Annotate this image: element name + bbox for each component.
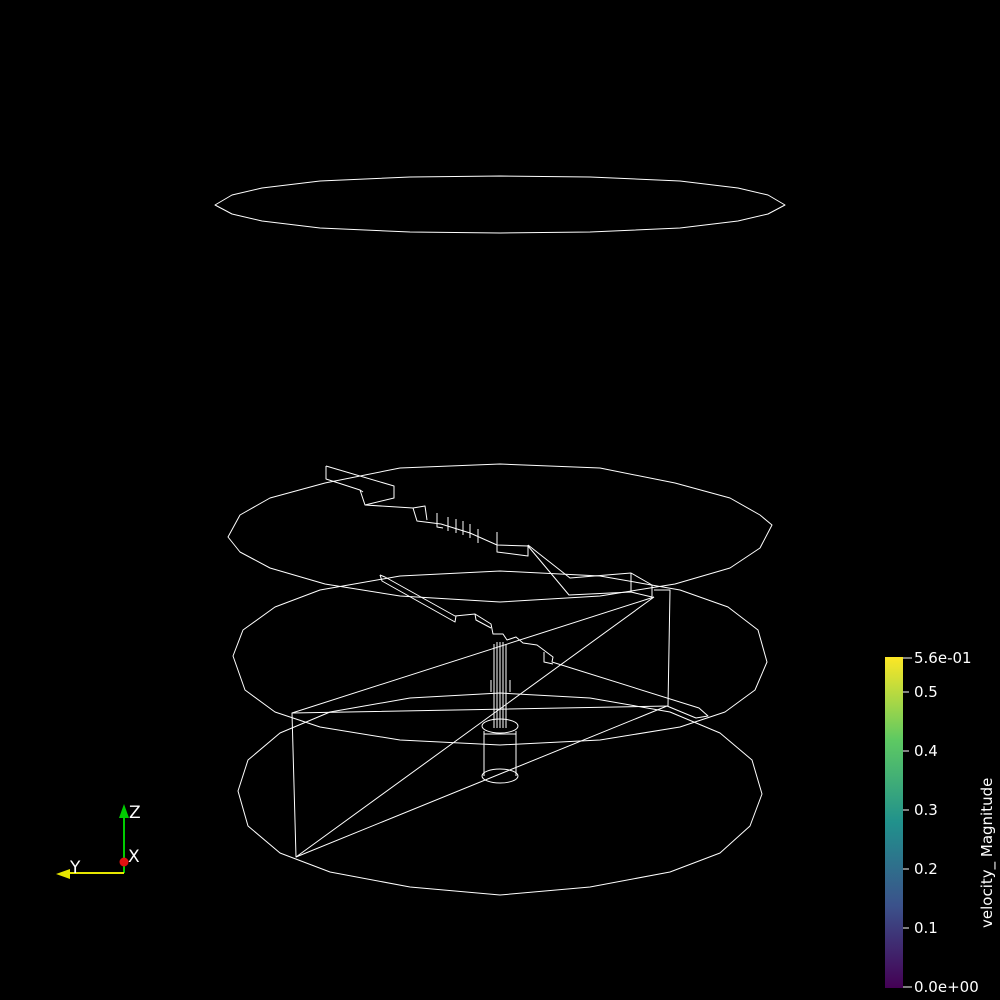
upper-slotted-disk <box>227 463 773 603</box>
top-disk-outline <box>214 175 786 234</box>
colorbar-min-label: 0.0e+00 <box>914 978 979 996</box>
colorbar-tick-label: 0.1 <box>914 919 938 937</box>
colorbar-tick-label: 0.5 <box>914 683 938 701</box>
color-legend[interactable]: 5.6e-01 0.5 0.4 0.3 0.2 0.1 0.0e+00 velo… <box>885 649 997 996</box>
colorbar-title: velocity_ Magnitude <box>978 778 997 928</box>
colorbar-tick-label: 0.4 <box>914 742 938 760</box>
colorbar-ticks <box>903 657 912 988</box>
z-axis-label: Z <box>129 803 141 823</box>
x-axis-label: X <box>128 847 140 867</box>
y-axis-label: Y <box>69 858 81 878</box>
orientation-axes-widget: Z Y X <box>56 803 141 879</box>
colorbar-max-label: 5.6e-01 <box>914 649 972 667</box>
colorbar-tick-label: 0.2 <box>914 860 938 878</box>
colorbar-gradient <box>885 657 903 988</box>
x-axis: X <box>119 847 140 867</box>
inlet-cylinder <box>481 642 519 784</box>
lower-slotted-disk <box>232 570 768 858</box>
y-axis: Y <box>56 858 124 879</box>
bottom-disk-outline <box>237 692 763 896</box>
colorbar-tick-label: 0.3 <box>914 801 938 819</box>
